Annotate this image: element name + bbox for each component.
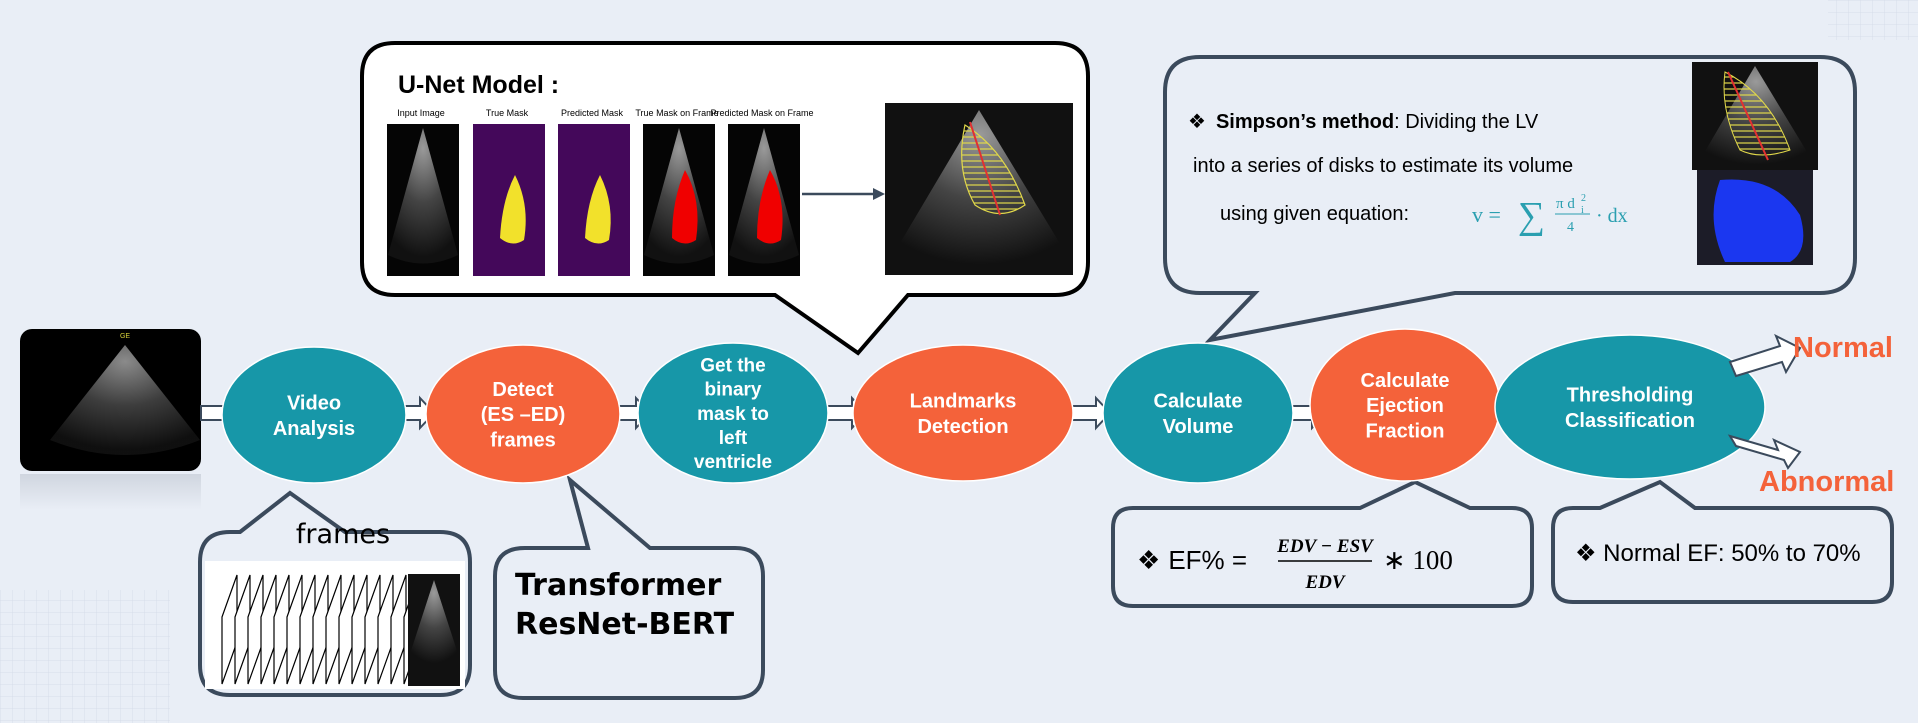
simpson-line1: ❖ Simpson’s method: Dividing the LV <box>1188 111 1539 133</box>
svg-text:i: i <box>1581 205 1584 216</box>
unet-title: U-Net Model : <box>398 71 559 99</box>
step-ef: Calculate Ejection Fraction <box>1309 328 1501 482</box>
step-landmarks-shape <box>852 344 1074 482</box>
step-volume-label-0: Calculate <box>1154 391 1243 413</box>
step-mask: Get the binary mask to left ventricle <box>637 342 829 484</box>
step-threshold: Thresholding Classification <box>1494 334 1766 480</box>
echo-input-image: GE <box>20 329 201 510</box>
transformer-title: Transformer <box>515 568 721 603</box>
ef-label: ❖ EF% = <box>1137 545 1247 575</box>
ef-numerator: EDV − ESV <box>1276 536 1374 557</box>
background-grid-decoration <box>0 590 170 723</box>
step-mask-label-4: ventricle <box>694 452 772 473</box>
landmark-echo-image <box>885 103 1073 275</box>
svg-text:∑: ∑ <box>1518 195 1545 237</box>
step-volume-shape <box>1102 342 1294 484</box>
echo-vendor-label: GE <box>120 333 130 340</box>
background-grid-decoration-top <box>1828 0 1918 40</box>
transformer-callout: Transformer ResNet-BERT <box>493 474 765 700</box>
step-detect-label-2: frames <box>490 430 556 452</box>
normal-ef-text: ❖ Normal EF: 50% to 70% <box>1575 540 1861 567</box>
step-landmarks-label-0: Landmarks <box>910 391 1017 413</box>
abnormal-arrow <box>1727 434 1802 470</box>
step-detect-label-0: Detect <box>492 379 553 401</box>
unet-thumb-label-1: True Mask <box>486 108 529 118</box>
step-mask-label-3: left <box>719 428 748 449</box>
simpson-equation: v = ∑ π d 2 i 4 · dx <box>1472 193 1628 237</box>
normal-arrow <box>1728 333 1802 378</box>
unet-thumbnails: Input Image True Mask Predicted Mask True M… <box>387 108 814 276</box>
simpson-line2: into a series of disks to estimate its v… <box>1193 155 1573 177</box>
svg-text:· dx: · dx <box>1596 205 1628 227</box>
normal-ef-callout: ❖ Normal EF: 50% to 70% <box>1551 479 1894 604</box>
unet-callout: U-Net Model : Input Image True Mask Predic… <box>360 41 1090 356</box>
unet-thumb-1: True Mask <box>473 108 545 276</box>
ef-denominator: EDV <box>1304 572 1345 593</box>
unet-thumb-3: True Mask on Frame <box>635 108 719 276</box>
step-mask-label-0: Get the <box>700 356 765 377</box>
echo-reflection <box>20 474 201 510</box>
unet-thumb-label-0: Input Image <box>397 108 445 118</box>
step-ef-label-1: Ejection <box>1366 395 1444 417</box>
ef-multiplier: ∗ 100 <box>1383 545 1453 575</box>
step-threshold-shape <box>1494 334 1766 480</box>
step-detect-label-1: (ES –ED) <box>481 404 565 426</box>
frames-callout: frames <box>198 490 472 697</box>
unet-thumb-label-4: Predicted Mask on Frame <box>710 108 813 118</box>
svg-text:v =: v = <box>1472 202 1501 227</box>
step-threshold-label-1: Classification <box>1565 410 1695 432</box>
step-video-label-1: Analysis <box>273 418 355 440</box>
simpson-line3: using given equation: <box>1220 203 1409 225</box>
normal-label: Normal <box>1793 332 1893 364</box>
step-ef-label-2: Fraction <box>1366 421 1445 443</box>
step-detect: Detect (ES –ED) frames <box>425 344 621 484</box>
step-landmarks-label-1: Detection <box>917 416 1008 438</box>
step-landmarks: Landmarks Detection <box>852 344 1074 482</box>
step-detect-shape <box>425 344 621 484</box>
step-video: Video Analysis <box>221 346 407 484</box>
svg-text:π d: π d <box>1556 196 1575 212</box>
unet-thumb-4: Predicted Mask on Frame <box>710 108 814 276</box>
simpson-echo-images <box>1692 62 1818 265</box>
unet-thumb-label-2: Predicted Mask <box>561 108 624 118</box>
unet-thumb-label-3: True Mask on Frame <box>635 108 718 118</box>
output-branch: Normal Abnormal <box>1727 332 1894 498</box>
step-volume: Calculate Volume <box>1102 342 1294 484</box>
step-video-shape <box>221 346 407 484</box>
frames-stack <box>221 574 460 686</box>
frames-label: frames <box>296 519 390 550</box>
step-mask-label-1: binary <box>704 380 761 401</box>
step-volume-label-1: Volume <box>1163 416 1234 438</box>
unet-thumb-2: Predicted Mask <box>558 108 630 276</box>
unet-thumb-0: Input Image <box>387 108 459 276</box>
ef-formula-callout: ❖ EF% = EDV − ESV EDV ∗ 100 <box>1111 479 1534 608</box>
process-steps: Video Analysis Detect (ES –ED) frames Get the… <box>221 328 1766 484</box>
step-threshold-label-0: Thresholding <box>1567 385 1694 407</box>
abnormal-label: Abnormal <box>1759 466 1894 498</box>
svg-text:2: 2 <box>1581 193 1586 204</box>
simpson-callout: ❖ Simpson’s method: Dividing the LV into … <box>1163 55 1857 344</box>
step-mask-shape <box>637 342 829 484</box>
step-video-label-0: Video <box>287 393 341 415</box>
step-ef-label-0: Calculate <box>1361 370 1450 392</box>
resnet-bert-label: ResNet-BERT <box>515 607 735 642</box>
svg-text:4: 4 <box>1567 220 1574 235</box>
step-mask-label-2: mask to <box>697 404 769 425</box>
